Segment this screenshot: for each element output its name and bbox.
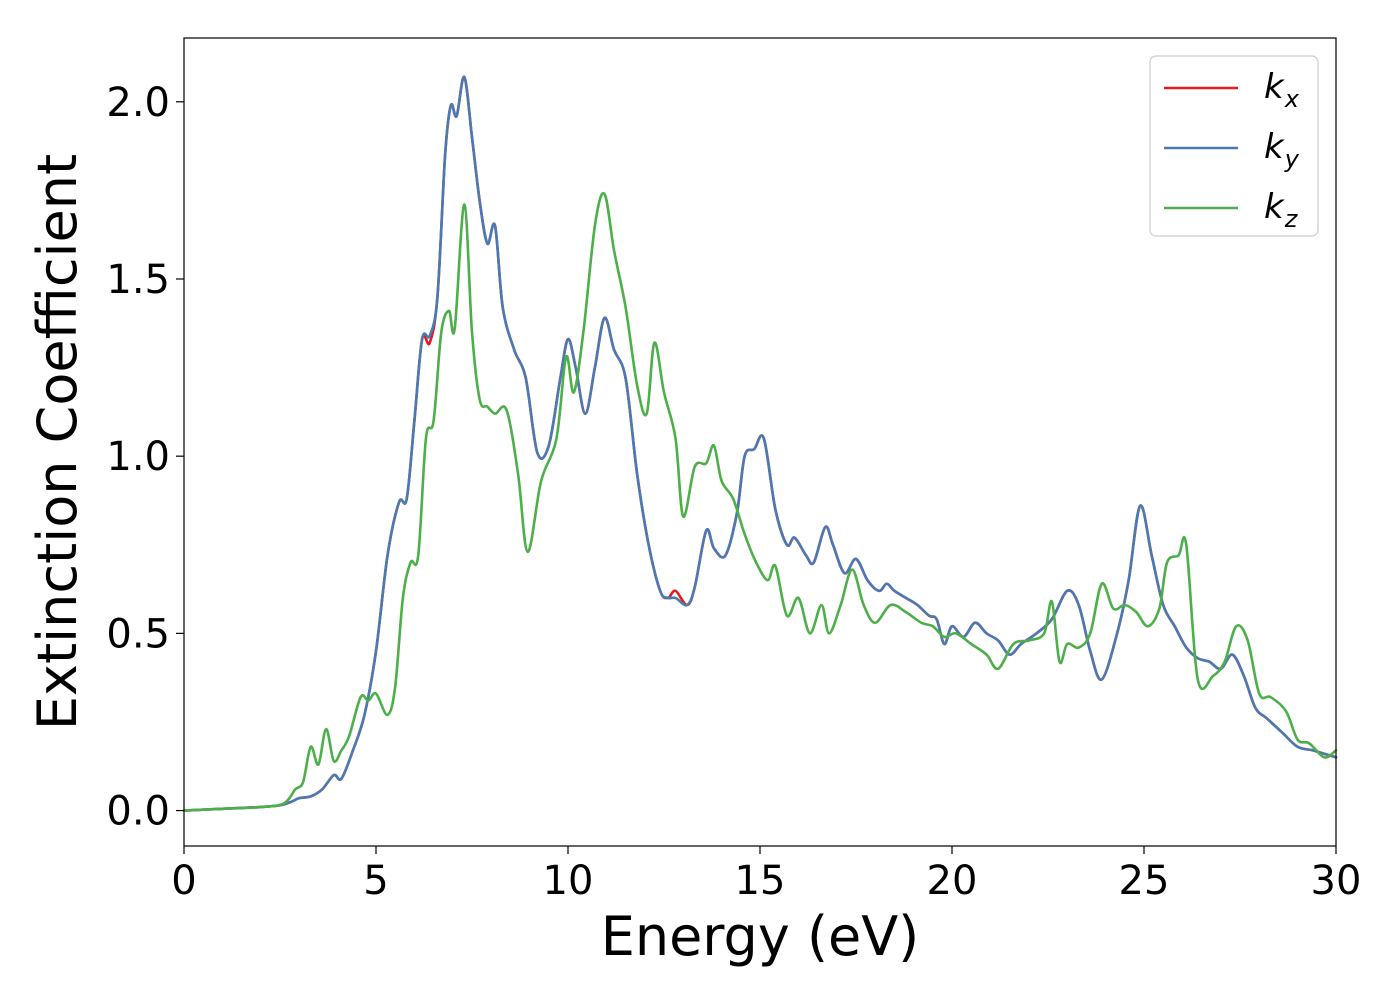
legend-frame <box>1149 55 1319 237</box>
legend-label-base: k <box>1264 67 1285 107</box>
x-axis-title: Energy (eV) <box>601 905 920 968</box>
x-tick-label: 20 <box>927 858 978 904</box>
x-tick-label: 25 <box>1119 858 1170 904</box>
legend-label-x: kx <box>1264 67 1300 113</box>
y-tick-label: 1.0 <box>106 434 170 480</box>
legend-label-base: k <box>1264 127 1285 167</box>
y-axis-title: Extinction Coefficient <box>26 154 89 730</box>
y-tick-label: 0.5 <box>106 611 170 657</box>
x-tick-label: 5 <box>363 858 388 904</box>
x-tick-label: 10 <box>543 858 594 904</box>
x-tick-label: 30 <box>1311 858 1362 904</box>
legend-label-subscript: x <box>1284 85 1300 113</box>
y-axis: 0.0 0.5 1.0 1.5 2.0 <box>106 80 184 835</box>
legend-label-base: k <box>1264 187 1285 227</box>
legend-label-y: ky <box>1264 127 1300 173</box>
series-line-y <box>182 75 1338 812</box>
x-tick-label: 0 <box>171 858 196 904</box>
y-tick-label: 2.0 <box>106 80 170 126</box>
series-layer <box>182 75 1338 812</box>
series-line-z <box>182 191 1338 812</box>
x-axis: 0 5 10 15 20 25 30 <box>171 846 1361 904</box>
legend-label-subscript: y <box>1284 145 1300 173</box>
legend-label-subscript: z <box>1284 205 1299 233</box>
y-tick-label: 1.5 <box>106 257 170 303</box>
legend-label-z: kz <box>1264 187 1299 233</box>
x-tick-label: 15 <box>735 858 786 904</box>
plot-background <box>184 38 1336 846</box>
y-tick-label: 0.0 <box>106 789 170 835</box>
